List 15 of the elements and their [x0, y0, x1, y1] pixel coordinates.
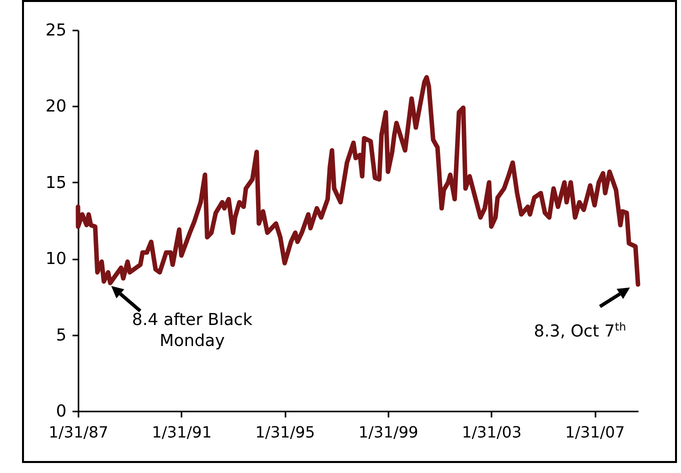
y-tick-label: 10	[46, 249, 66, 268]
y-tick-label: 25	[46, 20, 66, 40]
y-tick-label: 5	[56, 325, 66, 344]
line-series	[76, 74, 640, 287]
y-tick-label: 0	[56, 402, 66, 420]
x-tick-label: 1/31/99	[358, 424, 418, 442]
x-tick-label: 1/31/87	[48, 424, 108, 442]
x-tick-label: 1/31/91	[152, 424, 212, 442]
x-tick-label: 1/31/95	[255, 424, 315, 442]
y-tick-label: 20	[46, 96, 66, 116]
x-tick-label: 1/31/07	[565, 424, 625, 442]
annotation: 8.3, Oct 7$^{th}$	[534, 320, 626, 341]
annotation: 8.4 after Black Monday	[132, 310, 253, 350]
x-tick-label: 1/31/03	[462, 424, 522, 442]
y-tick-label: 15	[46, 172, 66, 192]
